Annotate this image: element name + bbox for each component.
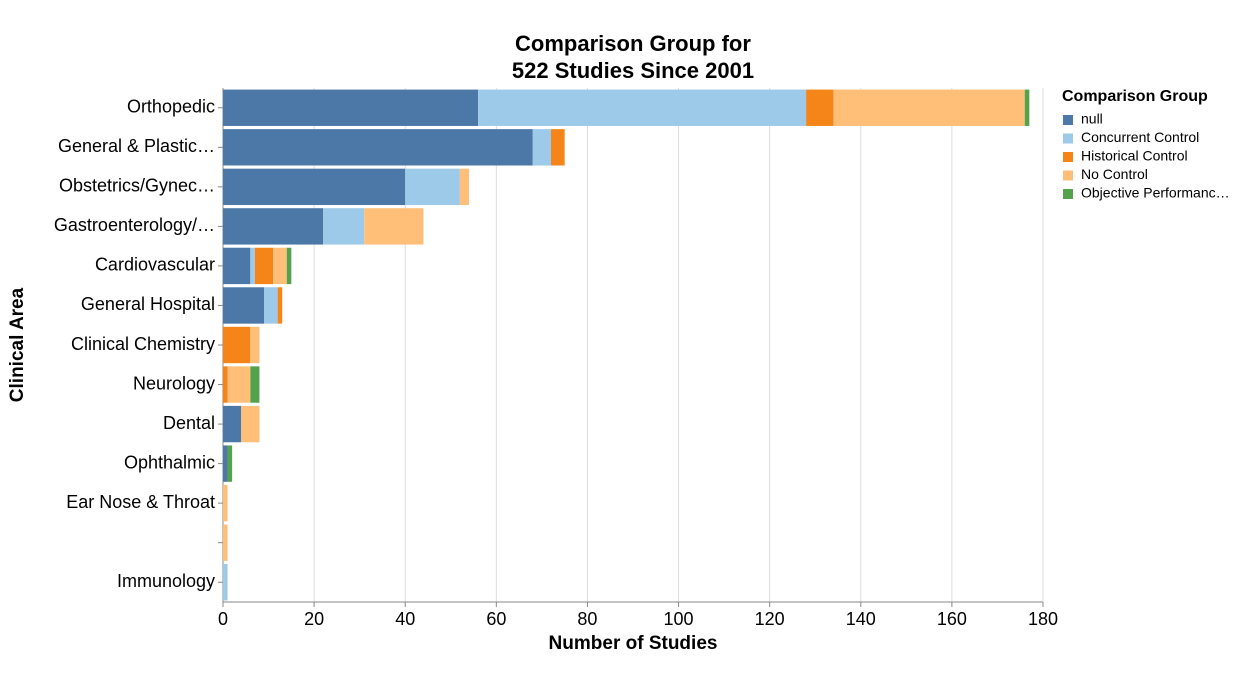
y-tick-label: Cardiovascular [95,255,215,275]
bar-segment [551,129,565,166]
bar-segment [254,247,274,285]
bar-segment [223,208,324,245]
x-tick-label: 60 [486,609,506,629]
x-tick-label: 40 [395,609,415,629]
y-tick-label: Ophthalmic [124,452,215,472]
bar-segment [223,168,406,206]
legend-title: Comparison Group [1062,88,1208,105]
y-tick-label: Orthopedic [127,97,215,117]
legend-label: No Control [1081,166,1148,182]
legend-label: Objective Performanc… [1081,185,1230,201]
bar-segment [223,524,228,561]
chart-title: 522 Studies Since 2001 [512,58,754,83]
bar-segment [459,168,469,206]
y-tick-label: Immunology [117,571,215,591]
bar-segment [227,366,251,403]
y-tick-label: General & Plastic… [58,136,215,156]
bar-segment [478,89,807,126]
bar-segment [223,326,251,364]
x-tick-label: 180 [1028,609,1058,629]
bar-segment [223,287,264,324]
y-tick-label: Dental [163,413,215,433]
legend-label: Concurrent Control [1081,129,1199,145]
bar-segment [223,129,533,166]
legend-label: Historical Control [1081,148,1188,164]
bar-segment [364,208,424,245]
legend-swatch [1063,189,1073,199]
legend-swatch [1063,152,1073,162]
bar-segment [532,129,551,166]
chart-title: Comparison Group for [515,31,751,56]
y-tick-label: Obstetrics/Gynec… [59,176,215,196]
x-axis-label: Number of Studies [549,633,718,654]
y-axis-label: Clinical Area [7,287,28,402]
bar-segment [264,287,278,324]
bar-segment [250,326,260,364]
x-tick-label: 20 [304,609,324,629]
bar-segment [227,445,233,482]
x-tick-label: 140 [846,609,876,629]
y-tick-label: Gastroenterology/… [54,215,215,235]
bar-segment [277,287,283,324]
y-tick-label: Neurology [133,373,215,393]
bar-segment [273,247,287,285]
bar-segment [250,247,255,285]
bar-segment [405,168,460,206]
bar-segment [1024,89,1030,126]
legend-swatch [1063,170,1073,181]
bar-segment [223,247,251,285]
legend-swatch [1063,115,1073,125]
bar-segment [241,405,260,443]
x-tick-label: 160 [937,609,967,629]
x-tick-label: 0 [218,609,228,629]
bar-segment [223,89,479,126]
bar-segment [223,366,228,403]
bar-segment [323,208,365,245]
bar-segment [223,564,228,601]
x-tick-label: 120 [755,609,785,629]
bar-segment [250,366,260,403]
x-tick-label: 80 [577,609,597,629]
bar-segment [223,484,228,522]
y-tick-label: Clinical Chemistry [71,334,215,354]
y-tick-label: Ear Nose & Throat [66,492,215,512]
x-tick-label: 100 [664,609,694,629]
bar-segment [286,247,292,285]
bar-segment [223,445,228,482]
y-tick-label: General Hospital [81,294,215,314]
bar-segment [833,89,1025,126]
bar-segment [223,405,242,443]
bar-segment [806,89,834,126]
legend-swatch [1063,133,1073,144]
legend-label: null [1081,111,1103,127]
